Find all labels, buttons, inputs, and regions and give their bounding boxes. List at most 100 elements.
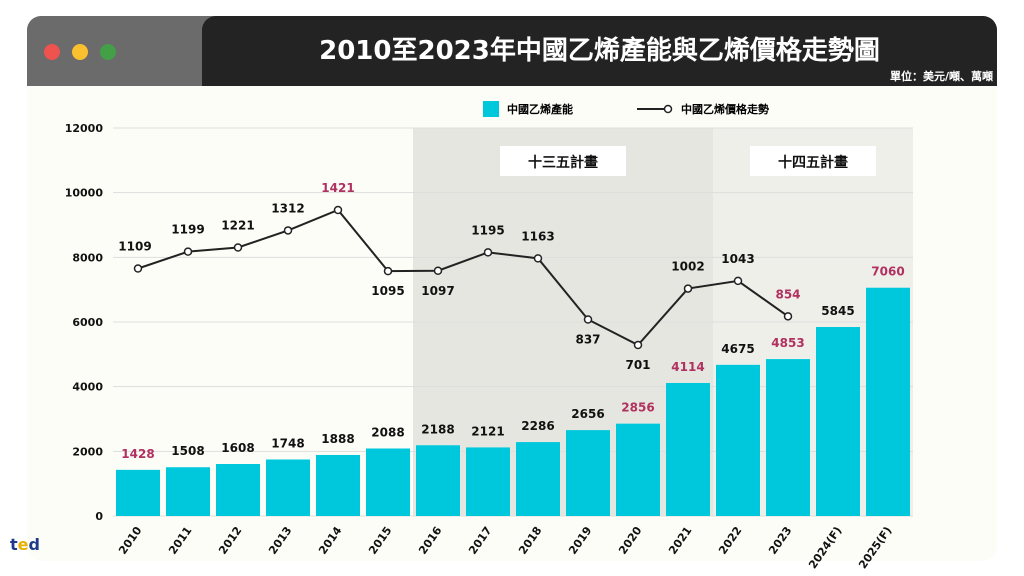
price-value-label: 854 bbox=[775, 287, 800, 301]
y-tick-label: 2000 bbox=[72, 445, 103, 458]
bar-value-label: 2286 bbox=[521, 419, 554, 433]
price-value-label: 1163 bbox=[521, 229, 554, 243]
price-point bbox=[683, 284, 693, 293]
bar bbox=[866, 287, 910, 516]
bar bbox=[266, 459, 310, 516]
minimize-dot bbox=[72, 44, 88, 60]
price-value-label: 1199 bbox=[171, 223, 204, 237]
bar bbox=[416, 445, 460, 516]
bar bbox=[666, 382, 710, 516]
bar-value-label: 4675 bbox=[721, 342, 754, 356]
legend-bar-label: 中國乙烯產能 bbox=[507, 103, 573, 116]
x-tick-label: 2016 bbox=[416, 524, 444, 557]
bar-value-label: 2121 bbox=[471, 424, 504, 438]
price-line bbox=[137, 208, 789, 347]
plan-label: 十四五計畫 bbox=[778, 154, 848, 171]
bar-value-label: 1428 bbox=[121, 447, 154, 461]
bar bbox=[516, 442, 560, 516]
price-point bbox=[133, 264, 143, 273]
plan-label: 十三五計畫 bbox=[528, 154, 598, 171]
price-point bbox=[783, 312, 793, 321]
logo: ted bbox=[10, 535, 40, 554]
x-tick-label: 2013 bbox=[266, 524, 294, 557]
y-tick-label: 8000 bbox=[72, 251, 103, 264]
x-tick-label: 2024(F) bbox=[806, 524, 844, 571]
price-point bbox=[383, 266, 393, 276]
price-point bbox=[233, 243, 243, 252]
bar bbox=[216, 464, 260, 516]
price-value-label: 837 bbox=[575, 333, 600, 347]
price-point bbox=[633, 340, 643, 350]
bar bbox=[566, 430, 610, 516]
bar-value-label: 7060 bbox=[871, 265, 904, 279]
price-value-label: 1221 bbox=[221, 219, 254, 233]
price-value-label: 1095 bbox=[371, 284, 404, 298]
bar bbox=[616, 423, 660, 516]
x-tick-label: 2020 bbox=[616, 524, 644, 557]
bar bbox=[766, 359, 810, 516]
x-tick-label: 2010 bbox=[116, 524, 144, 557]
close-dot bbox=[44, 44, 60, 60]
bar bbox=[716, 364, 760, 516]
x-tick-label: 2015 bbox=[366, 524, 394, 557]
price-value-label: 1109 bbox=[118, 240, 151, 254]
bar-value-label: 4114 bbox=[671, 360, 704, 374]
bar-value-label: 2856 bbox=[621, 401, 654, 415]
x-tick-label: 2012 bbox=[216, 524, 244, 557]
price-value-label: 1195 bbox=[471, 223, 504, 237]
bar bbox=[366, 448, 410, 516]
maximize-dot bbox=[100, 44, 116, 60]
bar-value-label: 1888 bbox=[321, 432, 354, 446]
bar bbox=[466, 447, 510, 516]
price-point bbox=[533, 254, 543, 263]
title-bar: 2010至2023年中國乙烯產能與乙烯價格走勢圖 單位：美元/噸、萬噸 bbox=[202, 16, 997, 86]
price-point bbox=[183, 247, 193, 256]
bar-value-label: 1748 bbox=[271, 436, 304, 450]
price-point bbox=[483, 248, 493, 257]
x-tick-label: 2025(F) bbox=[856, 524, 894, 571]
price-point bbox=[333, 205, 343, 215]
price-value-label: 1002 bbox=[671, 260, 704, 274]
price-point bbox=[583, 315, 593, 324]
bar bbox=[166, 467, 210, 516]
y-tick-label: 10000 bbox=[65, 187, 104, 200]
legend-bar-swatch bbox=[483, 101, 499, 117]
unit-label: 單位：美元/噸、萬噸 bbox=[889, 70, 993, 83]
price-value-label: 701 bbox=[625, 358, 650, 372]
y-tick-label: 4000 bbox=[72, 381, 103, 394]
x-tick-label: 2023 bbox=[766, 524, 794, 557]
bar bbox=[816, 327, 860, 516]
chart-title: 2010至2023年中國乙烯產能與乙烯價格走勢圖 bbox=[319, 36, 880, 66]
legend-line-swatch bbox=[637, 104, 673, 114]
x-tick-label: 2014 bbox=[316, 524, 344, 557]
bar-value-label: 2656 bbox=[571, 407, 604, 421]
x-tick-label: 2022 bbox=[716, 524, 744, 557]
price-value-label: 1097 bbox=[421, 284, 454, 298]
price-point bbox=[283, 226, 293, 235]
x-tick-label: 2011 bbox=[166, 524, 194, 557]
x-tick-label: 2018 bbox=[516, 524, 544, 557]
y-tick-label: 0 bbox=[95, 510, 103, 523]
bar-value-label: 1508 bbox=[171, 444, 204, 458]
price-point bbox=[733, 276, 743, 286]
price-value-label: 1312 bbox=[271, 201, 304, 215]
x-tick-label: 2021 bbox=[666, 524, 694, 557]
bar bbox=[316, 454, 360, 516]
price-value-label: 1421 bbox=[321, 181, 354, 195]
bar-value-label: 2188 bbox=[421, 422, 454, 436]
bar-value-label: 2088 bbox=[371, 425, 404, 439]
bar bbox=[116, 469, 160, 516]
plan-label-box bbox=[500, 146, 626, 176]
legend: 中國乙烯產能 中國乙烯價格走勢 bbox=[483, 101, 769, 117]
y-tick-label: 12000 bbox=[65, 122, 104, 135]
bar-value-label: 5845 bbox=[821, 304, 854, 318]
x-tick-label: 2017 bbox=[466, 524, 494, 557]
price-point bbox=[433, 266, 443, 275]
price-value-label: 1043 bbox=[721, 252, 754, 266]
y-tick-label: 6000 bbox=[72, 316, 103, 329]
plan-label-box bbox=[750, 146, 876, 176]
x-tick-label: 2019 bbox=[566, 524, 594, 557]
bar-value-label: 1608 bbox=[221, 441, 254, 455]
legend-line-label: 中國乙烯價格走勢 bbox=[681, 103, 769, 116]
